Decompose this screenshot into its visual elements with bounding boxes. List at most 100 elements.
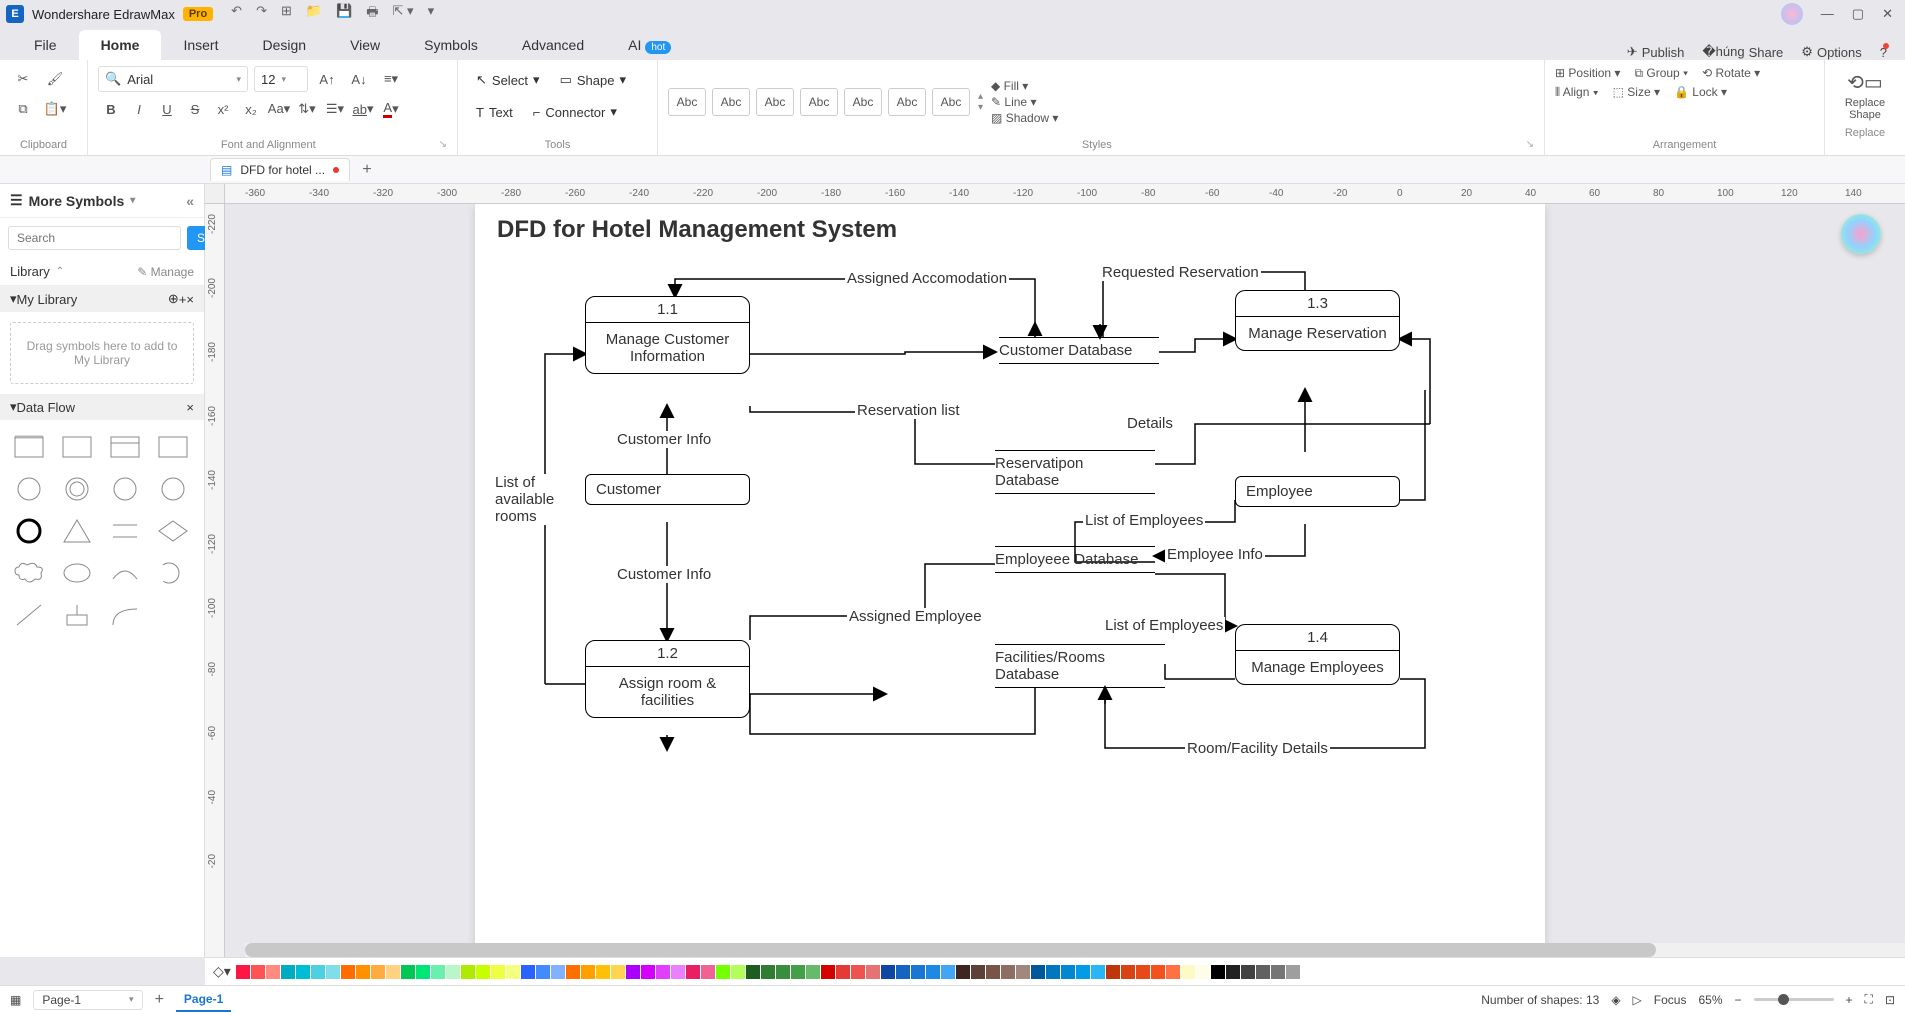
color-swatch[interactable] [251,965,265,979]
redo-icon[interactable]: ↷ [256,3,267,25]
color-swatch[interactable] [1196,965,1210,979]
color-swatch[interactable] [536,965,550,979]
canvas-viewport[interactable]: DFD for Hotel Management System [225,204,1905,957]
color-swatch[interactable] [701,965,715,979]
maximize-icon[interactable]: ▢ [1852,6,1864,22]
color-swatch[interactable] [431,965,445,979]
menu-design[interactable]: Design [240,30,328,60]
style-preset[interactable]: Abc [932,88,970,116]
shape-stencil[interactable] [106,514,144,548]
document-tab[interactable]: ▤ DFD for hotel ... [210,158,350,181]
shape-stencil[interactable] [58,472,96,506]
shape-stencil[interactable] [106,472,144,506]
open-icon[interactable]: 📁 [306,3,322,25]
color-swatch[interactable] [281,965,295,979]
color-swatch[interactable] [1076,965,1090,979]
search-input[interactable] [8,226,181,250]
color-swatch[interactable] [461,965,475,979]
color-swatch[interactable] [971,965,985,979]
color-swatch[interactable] [1031,965,1045,979]
add-tab-button[interactable]: + [356,159,378,181]
select-tool[interactable]: ↖ Select ▾ [468,66,548,94]
increase-font-icon[interactable]: A↑ [314,66,340,92]
cut-icon[interactable]: ✂ [10,66,36,92]
menu-view[interactable]: View [328,30,402,60]
superscript-icon[interactable]: x² [210,96,236,122]
share-button[interactable]: �húng Share [1702,44,1783,60]
color-swatch[interactable] [266,965,280,979]
shape-stencil[interactable] [10,598,48,632]
dfd-process-1-2[interactable]: 1.2 Assign room & facilities [585,640,750,718]
new-icon[interactable]: ⊞ [281,3,292,25]
color-swatch[interactable] [956,965,970,979]
shape-stencil[interactable] [154,556,192,590]
dfd-process-1-1[interactable]: 1.1 Manage Customer Information [585,296,750,374]
shape-stencil[interactable] [58,556,96,590]
subscript-icon[interactable]: x₂ [238,96,264,122]
shape-stencil[interactable] [10,430,48,464]
color-swatch[interactable] [821,965,835,979]
color-swatch[interactable] [1091,965,1105,979]
options-button[interactable]: ⚙ Options [1801,44,1861,60]
connector-tool[interactable]: ⌐ Connector ▾ [525,98,625,126]
menu-advanced[interactable]: Advanced [500,30,606,60]
color-swatch[interactable] [1136,965,1150,979]
color-swatch[interactable] [881,965,895,979]
highlight-icon[interactable]: ab▾ [350,96,376,122]
font-size-combo[interactable]: 12▾ [254,66,308,92]
page-selector[interactable]: Page-1 ▾ [33,990,142,1010]
underline-icon[interactable]: U [154,96,180,122]
size-menu[interactable]: ⬚ Size ▾ [1613,85,1660,100]
color-swatch[interactable] [1256,965,1270,979]
style-preset[interactable]: Abc [712,88,750,116]
fullscreen-icon[interactable]: ⊡ [1885,993,1895,1007]
color-swatch[interactable] [551,965,565,979]
color-swatch[interactable] [401,965,415,979]
color-swatch[interactable] [746,965,760,979]
color-swatch[interactable] [731,965,745,979]
presentation-icon[interactable]: ▷ [1633,993,1642,1007]
list-icon[interactable]: ☰▾ [322,96,348,122]
style-preset[interactable]: Abc [844,88,882,116]
shape-stencil[interactable] [106,598,144,632]
position-menu[interactable]: ⊞ Position ▾ [1555,66,1620,81]
color-swatch[interactable] [596,965,610,979]
menu-insert[interactable]: Insert [161,30,240,60]
color-swatch[interactable] [626,965,640,979]
shape-stencil[interactable] [58,598,96,632]
style-preset[interactable]: Abc [668,88,706,116]
close-lib-icon[interactable]: × [186,292,194,307]
color-swatch[interactable] [761,965,775,979]
italic-icon[interactable]: I [126,96,152,122]
fill-menu[interactable]: ◆ Fill ▾ [991,79,1058,93]
color-swatch[interactable] [1286,965,1300,979]
shape-stencil[interactable] [154,430,192,464]
styles-scroll[interactable]: ▴▾ [978,91,983,113]
color-swatch[interactable] [506,965,520,979]
qat-more-icon[interactable]: ▾ [428,3,435,25]
color-swatch[interactable] [236,965,250,979]
color-swatch[interactable] [1211,965,1225,979]
styles-launcher-icon[interactable]: ↘ [1526,139,1534,150]
decrease-font-icon[interactable]: A↓ [346,66,372,92]
color-swatch[interactable] [986,965,1000,979]
dfd-entity-customer[interactable]: Customer [585,474,750,505]
print-icon[interactable]: 🖶 [366,3,378,25]
shape-stencil[interactable] [58,430,96,464]
save-icon[interactable]: 💾 [336,3,352,25]
collapse-panel-icon[interactable]: « [186,193,194,209]
color-swatch[interactable] [1166,965,1180,979]
style-preset[interactable]: Abc [888,88,926,116]
color-swatch[interactable] [671,965,685,979]
group-menu[interactable]: ⧉ Group ▾ [1634,66,1688,81]
color-swatch[interactable] [1121,965,1135,979]
page-tab[interactable]: Page-1 [176,988,231,1012]
bold-icon[interactable]: B [98,96,124,122]
undo-icon[interactable]: ↶ [231,3,242,25]
help-icon[interactable]: ? [1880,45,1887,60]
shape-stencil[interactable] [10,556,48,590]
style-preset[interactable]: Abc [756,88,794,116]
color-swatch[interactable] [326,965,340,979]
color-swatch[interactable] [491,965,505,979]
my-library-section[interactable]: ▾ My Library ⊕ + × [0,286,204,312]
